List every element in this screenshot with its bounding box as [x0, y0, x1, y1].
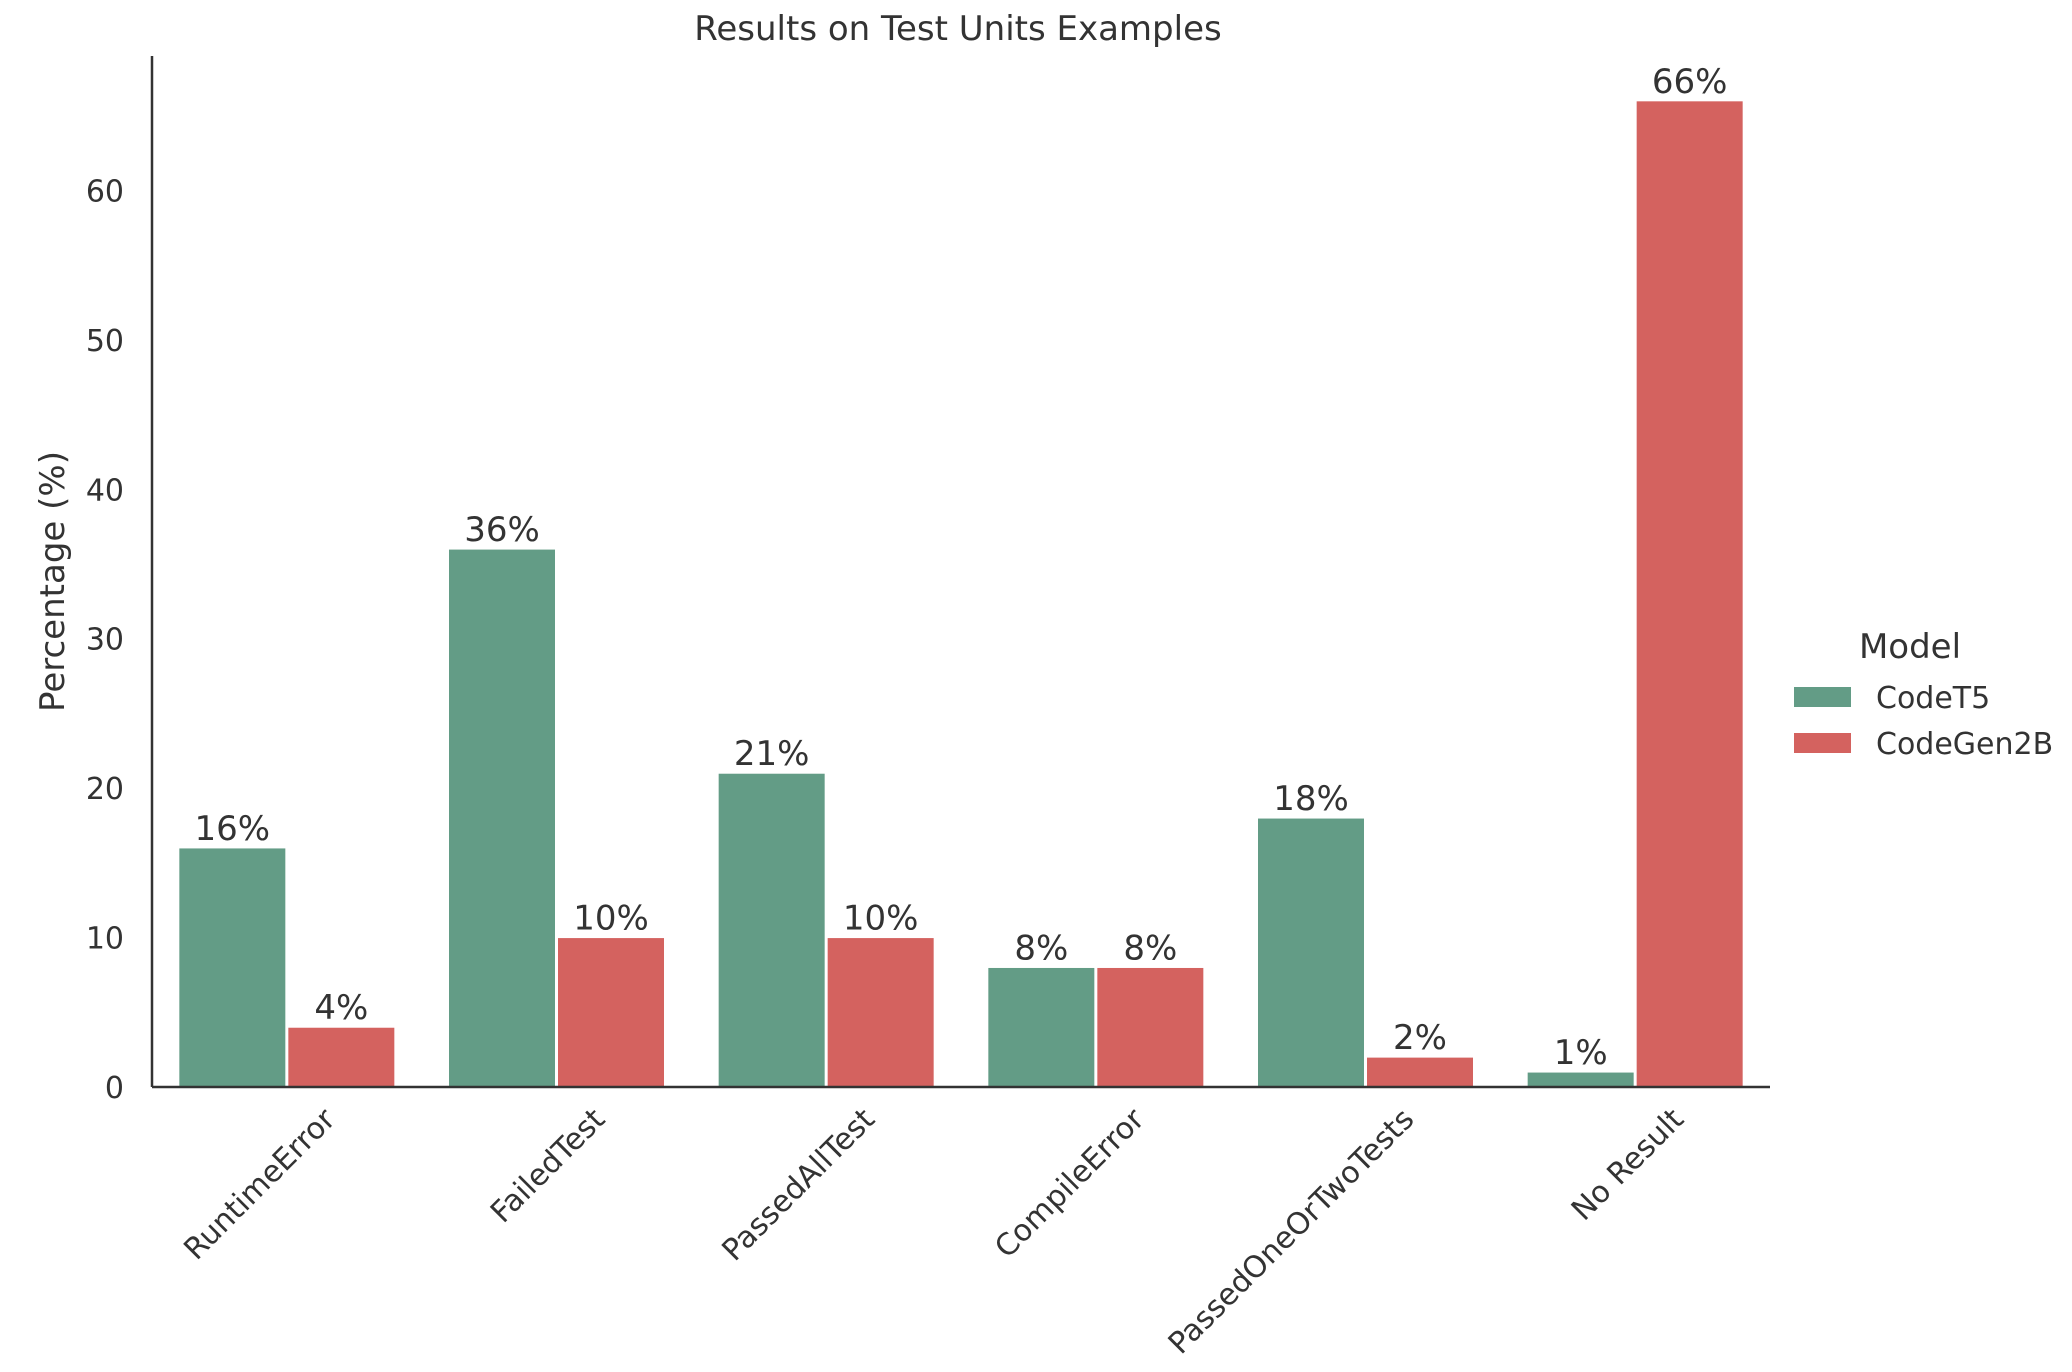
bar-codegen2b-no-result: [1635, 100, 1744, 1088]
bar-codegen2b-passedalltest: [826, 937, 935, 1088]
bar-value-label: 2%: [1393, 1018, 1447, 1058]
bar-value-label: 10%: [843, 899, 919, 939]
y-tick-label: 30: [86, 623, 124, 658]
bar-labels-layer: 16% 4% 36% 10% 21% 10% 8% 8% 18% 2% 1% 66%: [195, 62, 1728, 1073]
y-axis-ticks: 0 10 20 30 40 50 60: [86, 174, 124, 1106]
y-tick-label: 40: [86, 473, 124, 508]
legend-items: CodeT5 CodeGen2B: [1794, 681, 2053, 762]
bar-value-label: 18%: [1273, 779, 1349, 819]
y-tick-label: 60: [86, 174, 124, 209]
x-tick-label: PassedOneOrTwoTests: [1162, 1102, 1421, 1361]
bar-codet5-runtimeerror: [178, 847, 287, 1088]
y-tick-label: 0: [105, 1071, 124, 1106]
legend-label-codet5: CodeT5: [1876, 681, 1990, 716]
x-tick-label: RuntimeError: [177, 1101, 343, 1267]
y-axis-label: Percentage (%): [33, 451, 73, 712]
y-tick-label: 20: [86, 772, 124, 807]
bar-value-label: 10%: [573, 899, 649, 939]
bar-codet5-passedalltest: [717, 772, 826, 1088]
x-axis-ticks: RuntimeError FailedTest PassedAllTest Compi…: [177, 1101, 1691, 1361]
bar-value-label: 8%: [1123, 928, 1177, 968]
bar-value-label: 21%: [734, 734, 810, 774]
x-tick-label: PassedAllTest: [716, 1102, 882, 1268]
bar-codegen2b-passedoneortwotests: [1366, 1056, 1474, 1088]
bar-codegen2b-compileerror: [1096, 966, 1205, 1088]
bar-codet5-no-result: [1526, 1071, 1635, 1088]
bar-value-label: 8%: [1014, 928, 1068, 968]
legend-title: Model: [1859, 627, 1961, 667]
legend: Model CodeT5 CodeGen2B: [1794, 627, 2053, 762]
y-tick-label: 10: [86, 922, 124, 957]
chart-title: Results on Test Units Examples: [694, 9, 1221, 49]
bar-value-label: 16%: [195, 809, 271, 849]
legend-swatch-codegen2b: [1794, 733, 1851, 753]
x-tick-label: FailedTest: [484, 1102, 612, 1230]
bars-layer: [178, 100, 1744, 1088]
bar-value-label: 1%: [1554, 1033, 1608, 1073]
legend-swatch-codet5: [1794, 687, 1851, 707]
legend-label-codegen2b: CodeGen2B: [1876, 727, 2053, 762]
bar-codegen2b-runtimeerror: [287, 1026, 396, 1088]
bar-value-label: 36%: [464, 510, 540, 550]
bar-codet5-compileerror: [987, 966, 1096, 1088]
bar-value-label: 66%: [1652, 62, 1728, 102]
bar-codet5-failedtest: [448, 548, 556, 1088]
bar-value-label: 4%: [314, 988, 368, 1028]
bar-codet5-passedoneortwotests: [1257, 817, 1365, 1088]
x-tick-label: No Result: [1565, 1102, 1691, 1228]
bar-codegen2b-failedtest: [557, 937, 665, 1088]
y-tick-label: 50: [86, 324, 124, 359]
x-tick-label: CompileError: [988, 1101, 1152, 1265]
